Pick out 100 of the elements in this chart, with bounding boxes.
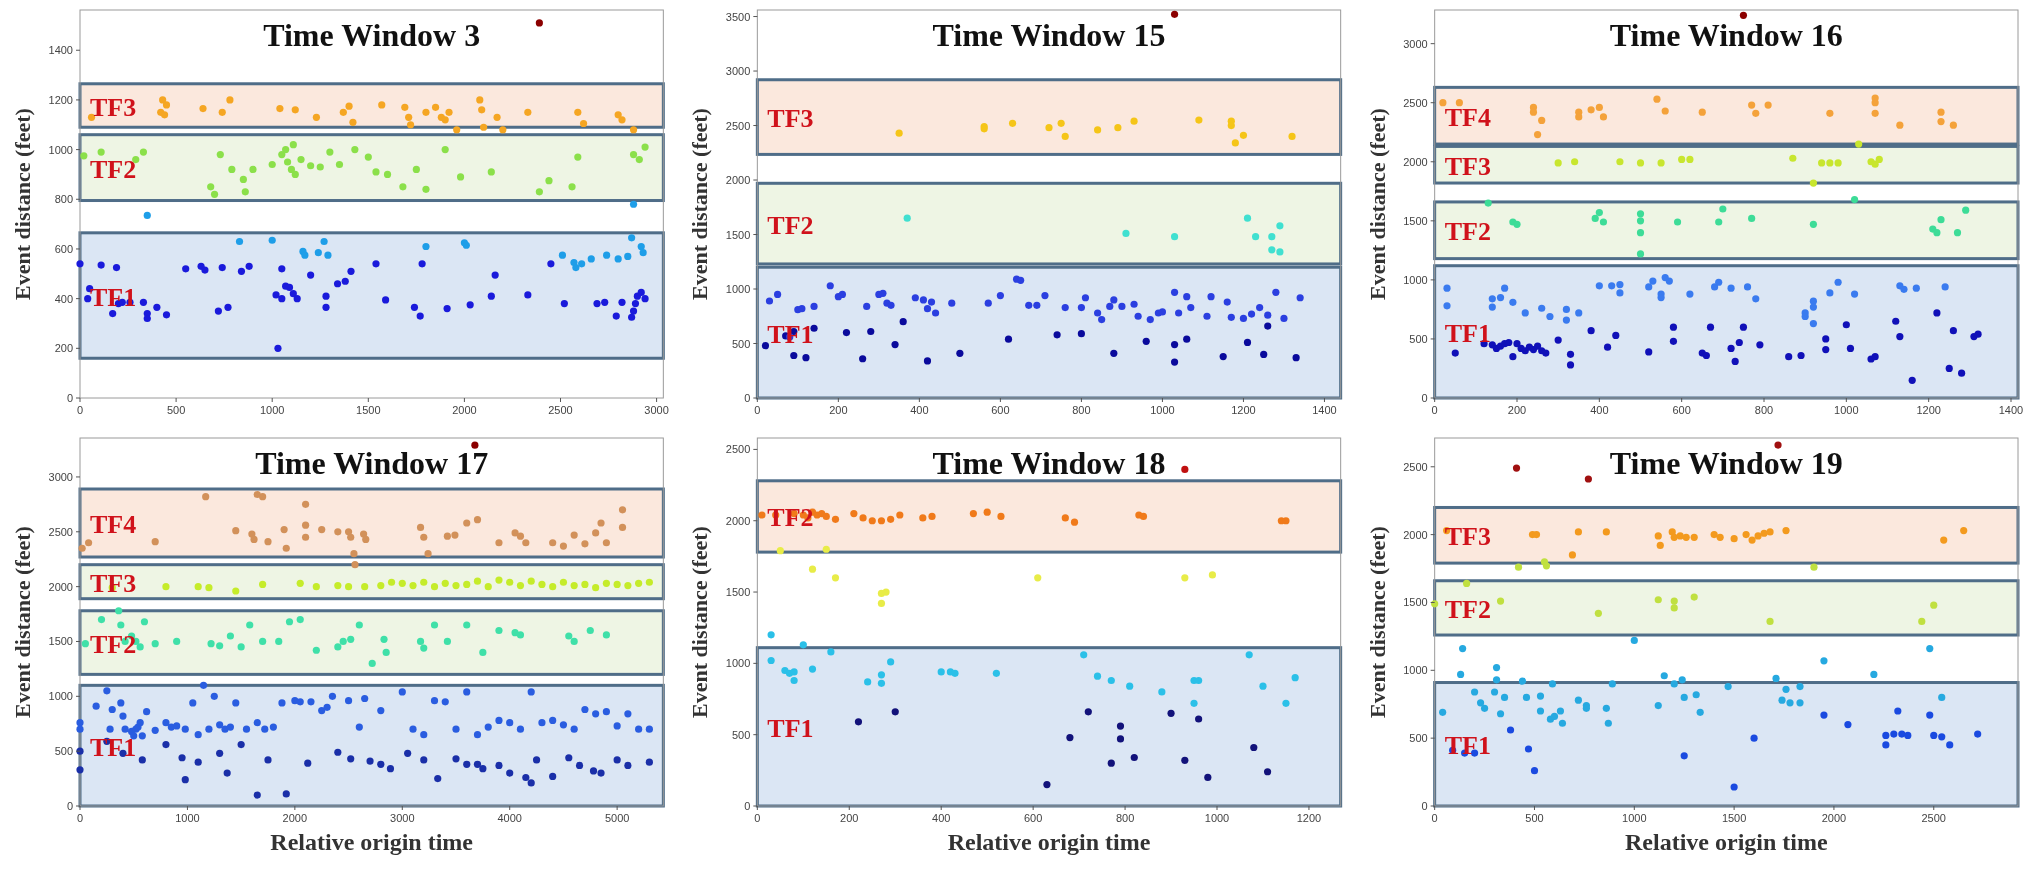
band-label: TF4 <box>90 510 137 540</box>
y-tick-label: 3000 <box>725 65 751 78</box>
x-tick-label: 1400 <box>1312 404 1337 416</box>
band-label: TF1 <box>767 319 814 349</box>
x-tick-label: 500 <box>1525 812 1544 824</box>
y-tick-label: 400 <box>54 292 73 305</box>
y-tick-label: 1000 <box>48 690 73 703</box>
y-tick-label: 500 <box>731 728 751 741</box>
band-label: TF2 <box>1444 217 1491 247</box>
x-tick-label: 0 <box>1431 812 1438 824</box>
y-tick-label: 1400 <box>48 44 73 57</box>
y-tick-label: 2000 <box>48 580 73 593</box>
chart-title: Time Window 16 <box>1609 17 1843 53</box>
y-tick-label: 2500 <box>725 119 751 132</box>
x-tick-label: 400 <box>910 404 929 416</box>
x-tick-label: 1000 <box>1150 404 1175 416</box>
x-tick-label: 1000 <box>1834 404 1859 416</box>
x-tick-label: 5000 <box>604 812 630 824</box>
y-axis-title: Event distance (feet) <box>687 108 713 300</box>
x-tick-label: 200 <box>1507 404 1527 416</box>
y-tick-label: 1500 <box>725 586 751 599</box>
x-tick-label: 1200 <box>1916 404 1941 416</box>
band-label: TF3 <box>767 104 814 134</box>
band-label: TF3 <box>1444 151 1491 181</box>
y-tick-label: 2500 <box>725 443 751 456</box>
x-tick-label: 4000 <box>497 812 522 824</box>
band-label: TF3 <box>90 568 137 598</box>
y-axis-title: Event distance (feet) <box>10 526 35 718</box>
x-tick-label: 3000 <box>390 812 415 824</box>
y-tick-label: 1500 <box>725 228 751 241</box>
x-tick-label: 2500 <box>548 404 573 416</box>
y-tick-label: 3000 <box>48 470 73 483</box>
x-tick-label: 400 <box>1590 404 1609 416</box>
x-tick-label: 600 <box>1023 812 1043 824</box>
x-tick-label: 1200 <box>1231 404 1256 416</box>
y-tick-label: 0 <box>1421 392 1428 404</box>
x-tick-label: 2000 <box>1821 812 1847 824</box>
x-tick-label: 0 <box>76 812 84 824</box>
y-tick-label: 500 <box>54 745 73 758</box>
band-label: TF2 <box>1444 594 1491 624</box>
chart-title: Time Window 3 <box>263 17 481 53</box>
x-tick-label: 200 <box>840 812 859 824</box>
y-tick-label: 0 <box>66 800 73 812</box>
x-tick-label: 0 <box>754 812 761 824</box>
y-tick-label: 1000 <box>1403 664 1428 677</box>
y-tick-label: 2500 <box>1403 460 1428 473</box>
x-tick-label: 1000 <box>1622 812 1647 824</box>
band-label: TF2 <box>90 629 137 659</box>
x-tick-label: 0 <box>76 404 84 416</box>
chart-title: Time Window 17 <box>255 445 489 481</box>
band-label: TF2 <box>767 503 814 533</box>
band-label: TF2 <box>90 154 137 184</box>
band-label: TF1 <box>90 282 137 312</box>
band-label: TF2 <box>767 210 814 240</box>
x-tick-label: 800 <box>1115 812 1135 824</box>
x-tick-label: 200 <box>829 404 848 416</box>
y-tick-label: 3500 <box>725 10 751 23</box>
y-tick-label: 2000 <box>1403 155 1428 168</box>
band-label: TF3 <box>1444 522 1491 552</box>
x-tick-label: 2000 <box>452 404 477 416</box>
y-tick-label: 600 <box>54 242 73 255</box>
y-tick-label: 1000 <box>725 283 751 296</box>
x-tick-label: 800 <box>1754 404 1774 416</box>
chart-title: Time Window 19 <box>1609 445 1843 481</box>
x-tick-label: 600 <box>1672 404 1691 416</box>
x-tick-label: 3000 <box>644 404 669 416</box>
x-axis-title: Relative origin time <box>1625 829 1828 855</box>
band-label: TF4 <box>1444 102 1491 132</box>
x-tick-label: 500 <box>166 404 186 416</box>
x-tick-label: 1200 <box>1296 812 1322 824</box>
x-tick-label: 1000 <box>1204 812 1230 824</box>
x-tick-label: 2000 <box>282 812 308 824</box>
y-tick-label: 0 <box>744 392 751 404</box>
y-tick-label: 0 <box>1421 800 1428 812</box>
x-tick-label: 1000 <box>175 812 200 824</box>
x-axis-title: Relative origin time <box>947 829 1151 855</box>
x-tick-label: 1000 <box>259 404 285 416</box>
chart-title: Time Window 18 <box>932 445 1166 481</box>
x-tick-label: 800 <box>1072 404 1091 416</box>
y-tick-label: 500 <box>731 337 751 350</box>
y-tick-label: 1500 <box>1403 596 1428 609</box>
y-tick-label: 200 <box>54 342 73 355</box>
y-axis-title: Event distance (feet) <box>1364 108 1390 300</box>
y-axis-title: Event distance (feet) <box>687 526 713 718</box>
y-tick-label: 1000 <box>1403 273 1428 286</box>
chart-title: Time Window 15 <box>932 17 1166 53</box>
x-tick-label: 0 <box>1431 404 1438 416</box>
y-tick-label: 800 <box>54 193 73 206</box>
y-tick-label: 1500 <box>48 635 73 648</box>
y-tick-label: 1200 <box>48 93 73 106</box>
x-tick-label: 600 <box>991 404 1010 416</box>
y-tick-label: 2500 <box>48 525 73 538</box>
x-tick-label: 0 <box>754 404 761 416</box>
band-label: TF1 <box>767 713 814 743</box>
y-tick-label: 2000 <box>725 514 751 527</box>
y-tick-label: 1500 <box>1403 214 1428 227</box>
y-tick-label: 0 <box>744 800 751 812</box>
band-label: TF1 <box>90 732 137 762</box>
y-tick-label: 2500 <box>1403 96 1428 109</box>
x-tick-label: 400 <box>932 812 951 824</box>
